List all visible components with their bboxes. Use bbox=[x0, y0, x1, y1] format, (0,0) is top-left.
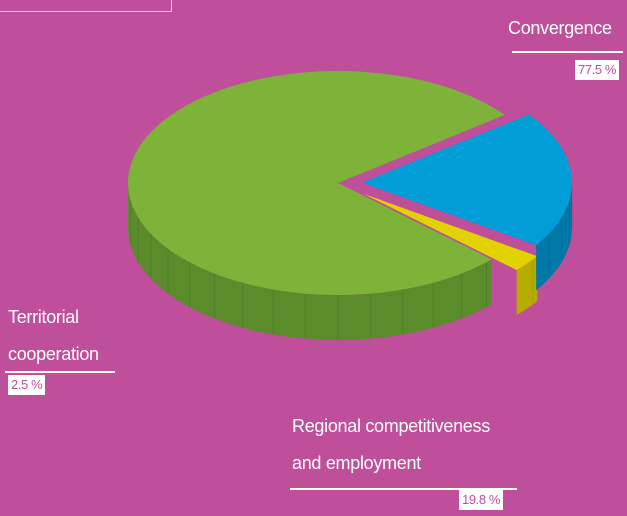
pie-side-convergence bbox=[128, 183, 492, 341]
pie-slice-regional bbox=[361, 114, 573, 291]
label-convergence: Convergence bbox=[508, 18, 612, 38]
rule-regional bbox=[290, 488, 517, 490]
pie-top-convergence bbox=[128, 71, 505, 296]
rule-territorial bbox=[5, 371, 115, 373]
badge-convergence: 77.5 % bbox=[575, 60, 620, 80]
pie-side-territorial bbox=[516, 256, 538, 316]
pie-top-territorial bbox=[363, 193, 538, 271]
label-territorial-line1: Territorial bbox=[8, 307, 79, 327]
rule-convergence bbox=[512, 51, 623, 53]
pie-top-regional bbox=[361, 114, 572, 246]
decorative-frame bbox=[0, 0, 172, 12]
pie-slice-convergence bbox=[128, 71, 505, 341]
badge-territorial: 2.5 % bbox=[8, 375, 46, 395]
label-regional-line1: Regional competitiveness bbox=[292, 416, 490, 436]
label-territorial-line2: cooperation bbox=[8, 344, 99, 364]
badge-regional: 19.8 % bbox=[459, 490, 504, 510]
label-regional-line2: and employment bbox=[292, 453, 421, 473]
pie-slice-territorial bbox=[363, 193, 538, 316]
pie-side-regional bbox=[536, 182, 572, 291]
